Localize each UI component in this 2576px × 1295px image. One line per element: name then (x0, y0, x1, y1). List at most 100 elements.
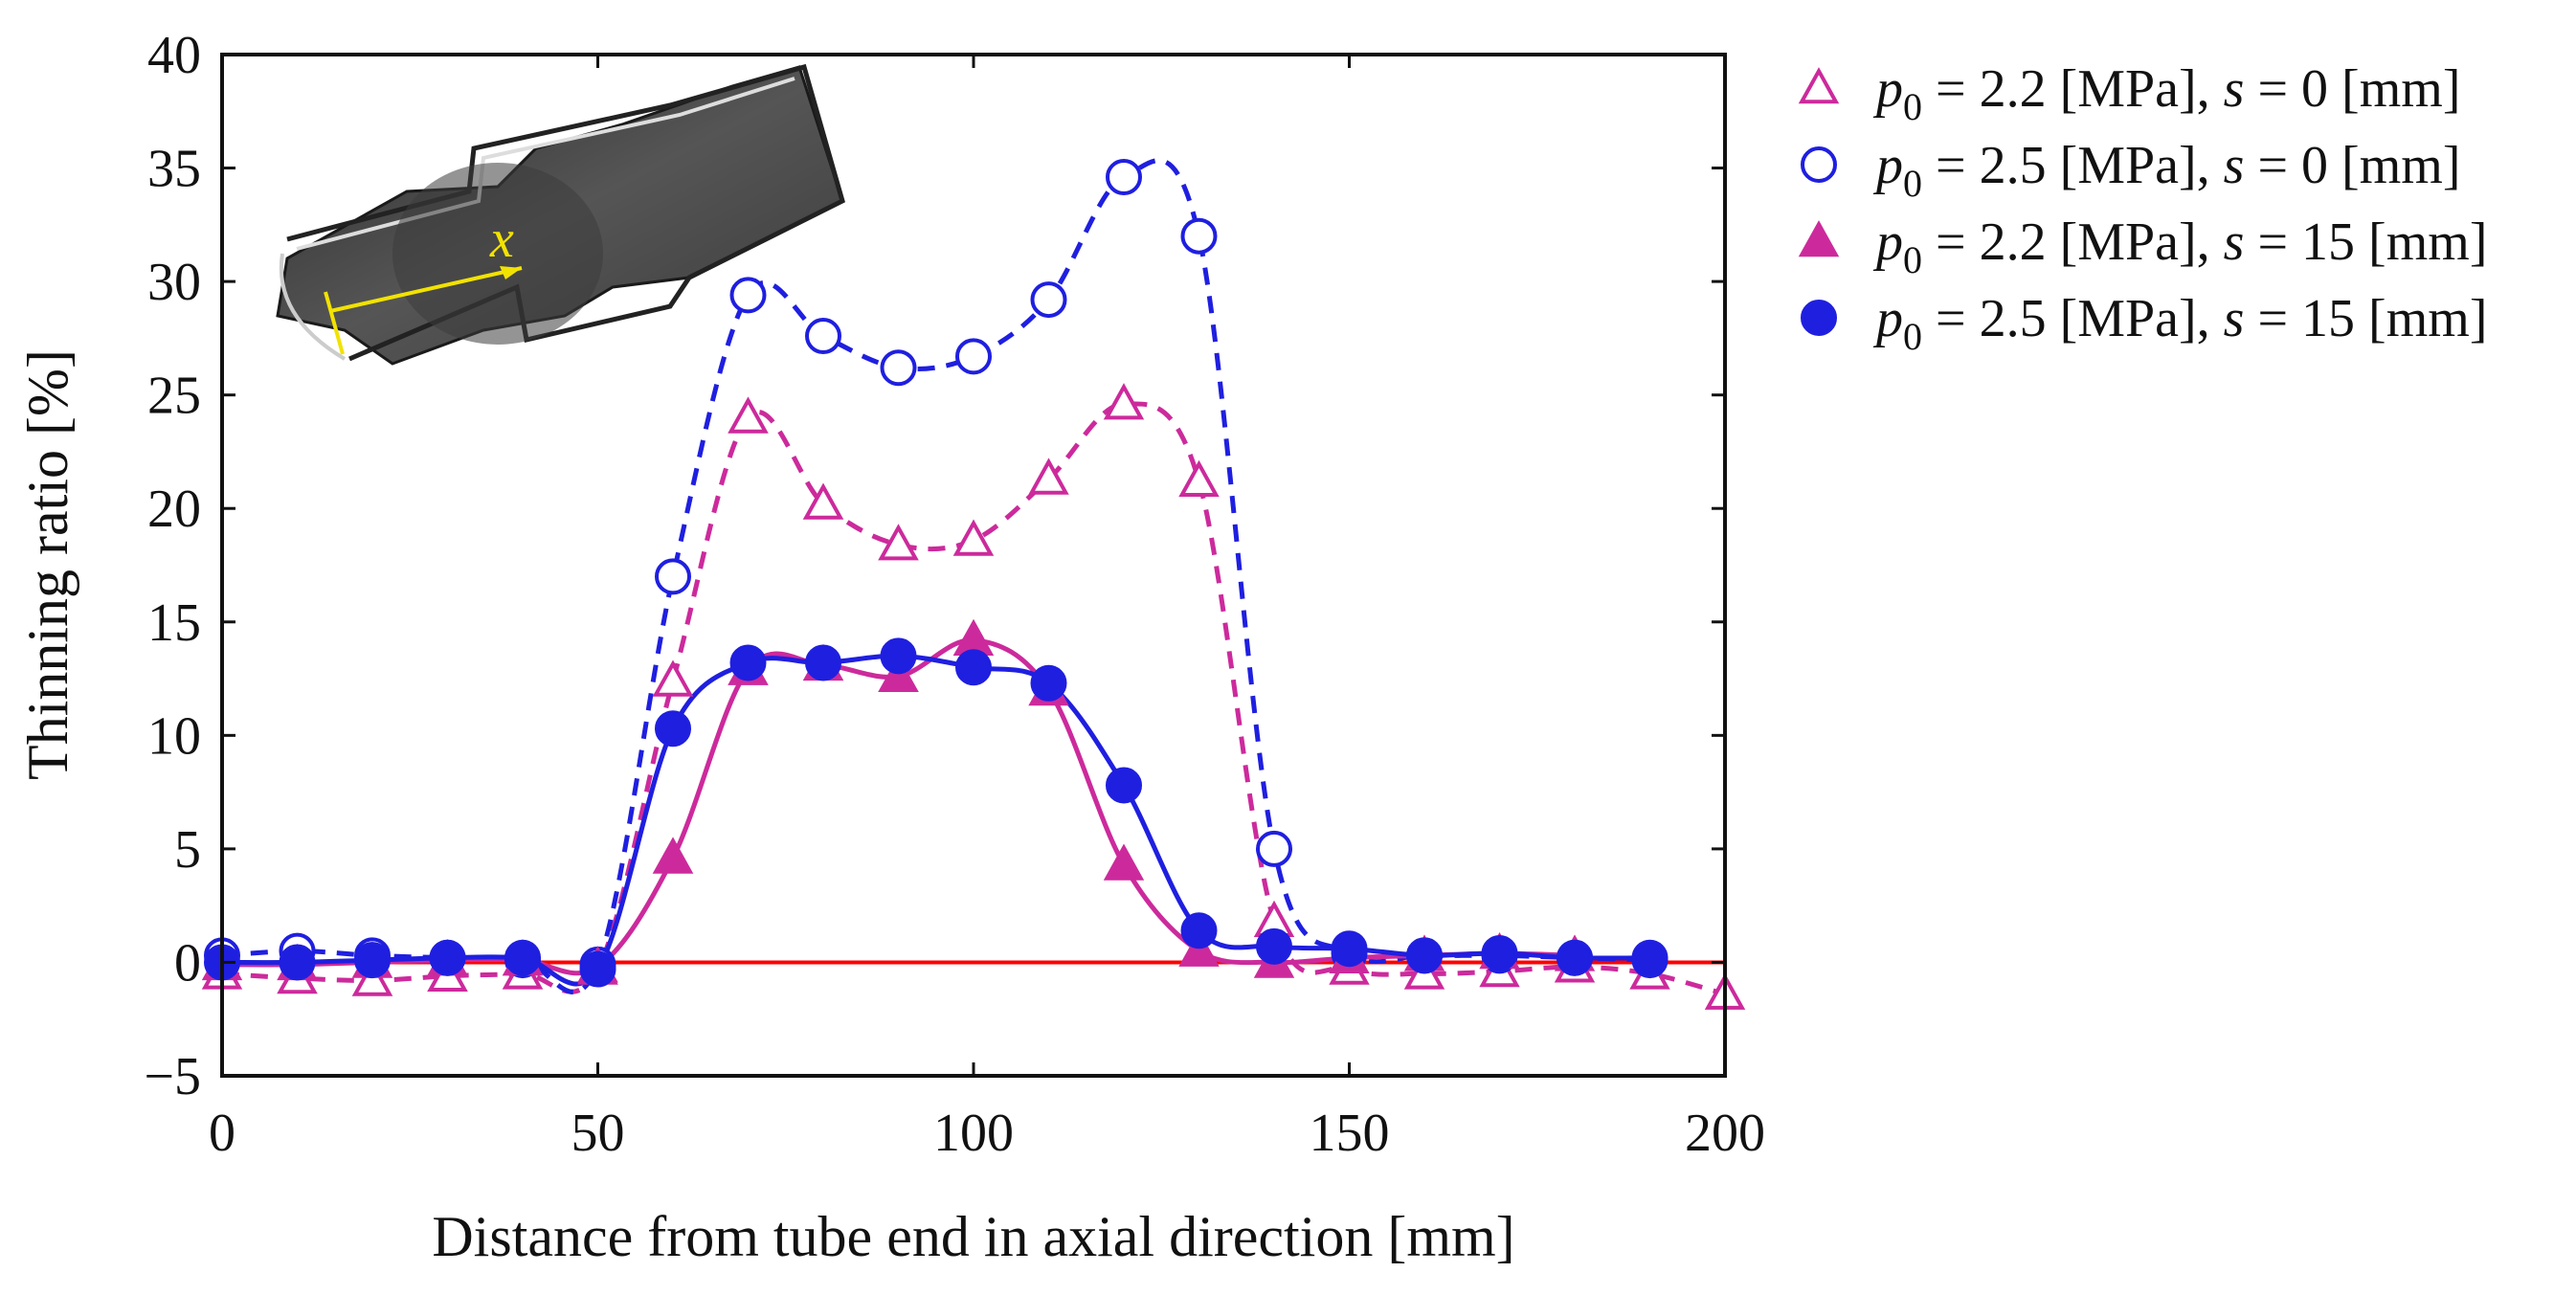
legend-subscript: 0 (1903, 85, 1922, 128)
data-point (652, 659, 694, 697)
data-point (805, 318, 841, 355)
data-point (504, 939, 541, 976)
x-tick-label: 150 (1310, 1104, 1390, 1163)
legend-symbol-s: s (2224, 212, 2245, 272)
legend-symbol-p: p (1872, 59, 1903, 119)
legend-symbol-s: s (2224, 289, 2245, 348)
data-point (429, 939, 466, 976)
y-tick-label: 20 (147, 480, 201, 539)
data-point (1481, 934, 1518, 971)
x-axis-title: Distance from tube end in axial directio… (432, 1205, 1514, 1268)
inset-x-arrowhead (500, 266, 522, 279)
data-point (878, 524, 919, 561)
series-markers-3 (201, 618, 1596, 983)
inset-x-label: x (489, 210, 514, 269)
legend-subscript: 0 (1903, 238, 1922, 281)
data-point (1631, 939, 1669, 976)
legend-stroke-value: = 15 [mm] (2244, 289, 2487, 348)
data-point (1103, 383, 1145, 420)
tube-end-opening (279, 253, 347, 361)
data-point (1406, 937, 1443, 974)
data-point (955, 338, 992, 375)
y-tick-label: 10 (147, 706, 201, 766)
data-point (655, 710, 691, 748)
data-point (1256, 927, 1292, 965)
legend-label-2: p0 = 2.5 [MPa], s = 0 [mm] (1872, 136, 2460, 205)
data-point (728, 396, 769, 434)
legend-marker-4 (1801, 300, 1837, 336)
y-tick-label: 40 (147, 26, 201, 85)
series-markers-1 (201, 383, 1746, 1010)
data-point (1178, 929, 1220, 967)
data-point (880, 349, 917, 387)
legend-pressure-value: = 2.5 [MPa], (1922, 289, 2224, 348)
legend-label-4: p0 = 2.5 [MPa], s = 15 [mm] (1872, 289, 2487, 358)
data-point (880, 637, 917, 675)
data-point (802, 482, 844, 520)
x-tick-label: 0 (209, 1104, 235, 1163)
data-point (1557, 939, 1593, 976)
data-point (952, 519, 995, 556)
tube-bulge (392, 163, 603, 345)
legend-label-1: p0 = 2.2 [MPa], s = 0 [mm] (1872, 59, 2460, 128)
legend-stroke-value: = 0 [mm] (2244, 59, 2460, 119)
data-point (1178, 459, 1220, 497)
data-point (655, 558, 691, 595)
legend-pressure-value: = 2.5 [MPa], (1922, 136, 2224, 195)
tube-inset-illustration: x (276, 63, 845, 366)
y-axis-title: Thinning ratio [%] (16, 349, 79, 780)
legend-pressure-value: = 2.2 [MPa], (1922, 59, 2224, 119)
series-markers-layer (201, 159, 1746, 1010)
y-tick-label: 5 (174, 820, 201, 880)
data-point (579, 950, 616, 988)
y-tick-label: 25 (147, 367, 201, 426)
series-markers-4 (204, 637, 1669, 988)
series-line-1 (221, 401, 1726, 997)
data-point (1256, 830, 1292, 867)
inset-x-origin-tick (324, 291, 345, 355)
data-point (279, 944, 316, 981)
inset-x-axis-arrow (329, 266, 523, 313)
legend-subscript: 0 (1903, 162, 1922, 205)
y-tick-label: 0 (174, 933, 201, 993)
y-tick-label: −5 (144, 1047, 201, 1106)
data-point (354, 942, 391, 979)
data-point (1030, 664, 1067, 702)
y-tick-label: 35 (147, 140, 201, 199)
legend-label-3: p0 = 2.2 [MPa], s = 15 [mm] (1872, 212, 2487, 281)
legend-symbol-s: s (2224, 59, 2245, 119)
data-point (878, 655, 919, 692)
data-point (955, 649, 992, 686)
legend-pressure-value: = 2.2 [MPa], (1922, 212, 2224, 272)
x-tick-label: 100 (933, 1104, 1014, 1163)
legend-marker-2 (1801, 146, 1837, 183)
data-point (1103, 843, 1145, 881)
data-point (1331, 930, 1368, 968)
legend-subscript: 0 (1903, 315, 1922, 358)
data-point (1180, 912, 1218, 949)
legend-marker-1 (1798, 67, 1840, 104)
data-point (1028, 458, 1069, 495)
data-point (1180, 217, 1218, 255)
data-point (351, 959, 393, 996)
data-point (729, 644, 767, 681)
legend-marker-3 (1798, 220, 1840, 257)
y-tick-label: 30 (147, 253, 201, 312)
data-point (729, 277, 767, 314)
data-point (1106, 767, 1142, 804)
data-point (805, 644, 841, 681)
data-point (652, 837, 694, 874)
x-tick-label: 50 (571, 1104, 625, 1163)
legend: p0 = 2.2 [MPa], s = 0 [mm]p0 = 2.5 [MPa]… (1798, 59, 2487, 358)
legend-symbol-s: s (2224, 136, 2245, 195)
data-point (1106, 159, 1142, 196)
data-point (952, 618, 995, 656)
legend-symbol-p: p (1872, 212, 1903, 272)
legend-stroke-value: = 15 [mm] (2244, 212, 2487, 272)
data-point (1030, 281, 1067, 319)
y-tick-label: 15 (147, 593, 201, 653)
x-tick-label: 200 (1685, 1104, 1765, 1163)
legend-symbol-p: p (1872, 289, 1903, 348)
